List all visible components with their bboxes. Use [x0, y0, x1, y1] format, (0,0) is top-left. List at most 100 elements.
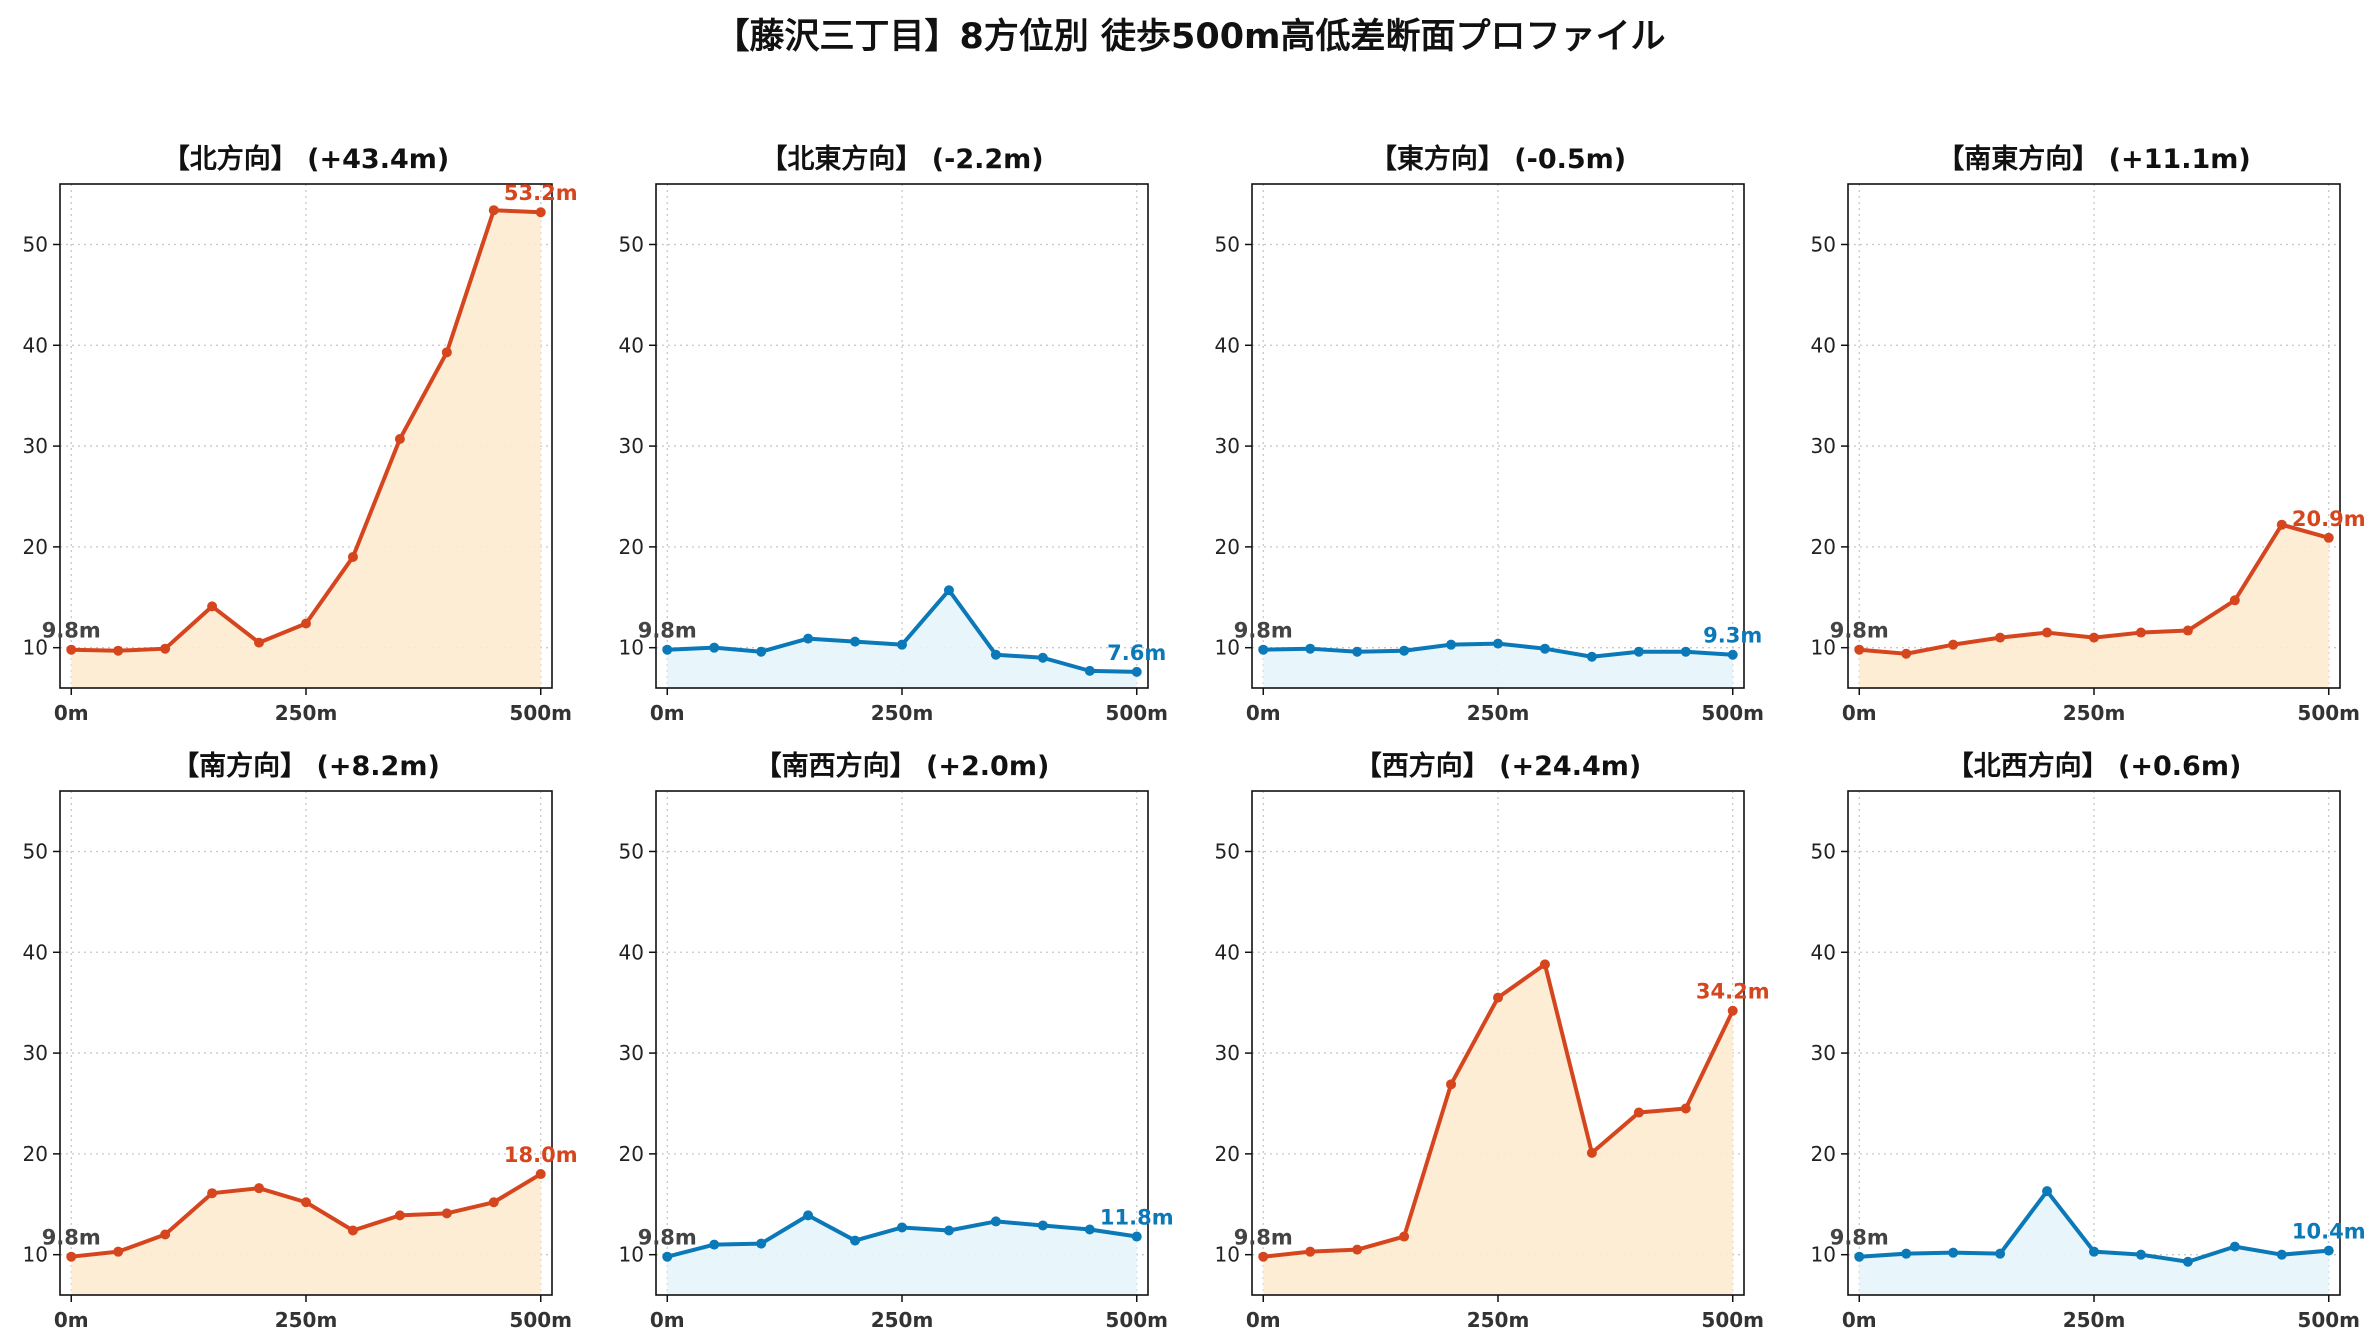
end-value-label: 53.2m	[504, 181, 578, 205]
data-point	[2089, 1246, 2099, 1257]
y-tick-label: 20	[23, 1142, 48, 1166]
data-point	[990, 649, 1001, 660]
data-point	[1586, 651, 1597, 662]
chart-title: 【西方向】 (+24.4m)	[1355, 750, 1641, 782]
x-tick-label: 250m	[2063, 1308, 2126, 1332]
y-tick-label: 30	[23, 1041, 48, 1065]
data-point	[2276, 1249, 2287, 1260]
y-tick-label: 40	[1215, 333, 1240, 357]
end-value-label: 34.2m	[1696, 980, 1770, 1004]
y-tick-label: 10	[619, 1243, 644, 1267]
data-point	[2135, 627, 2146, 638]
data-point	[1446, 1079, 1457, 1090]
y-tick-label: 30	[1215, 434, 1240, 458]
end-value-label: 18.0m	[504, 1143, 578, 1167]
data-point	[803, 633, 814, 644]
x-tick-label: 500m	[2297, 1308, 2360, 1332]
y-tick-label: 10	[619, 636, 644, 660]
start-value-label: 9.8m	[42, 1226, 101, 1250]
y-tick-label: 30	[1811, 434, 1836, 458]
end-value-label: 10.4m	[2292, 1220, 2366, 1244]
data-point	[2323, 1245, 2334, 1256]
x-tick-label: 0m	[1246, 701, 1281, 725]
x-tick-label: 500m	[509, 1308, 572, 1332]
data-point	[990, 1216, 1001, 1227]
x-tick-label: 250m	[1467, 701, 1530, 725]
data-point	[301, 618, 311, 629]
y-tick-label: 30	[619, 434, 644, 458]
data-point	[394, 1210, 405, 1221]
data-point	[2323, 532, 2334, 543]
y-tick-label: 40	[1811, 333, 1836, 357]
area-fill	[71, 1174, 541, 1295]
data-point	[897, 639, 907, 650]
data-point	[1727, 1005, 1738, 1016]
start-value-label: 9.8m	[638, 619, 697, 643]
y-tick-label: 40	[619, 940, 644, 964]
y-tick-label: 50	[23, 232, 48, 256]
data-point	[943, 1225, 954, 1236]
chart-title: 【南西方向】 (+2.0m)	[755, 750, 1050, 782]
data-point	[709, 1239, 720, 1250]
x-tick-label: 0m	[1246, 1308, 1281, 1332]
area-fill	[1263, 964, 1733, 1295]
data-point	[662, 1251, 673, 1262]
data-point	[1995, 632, 2006, 643]
data-point	[1633, 1107, 1644, 1118]
data-point	[850, 636, 861, 647]
end-value-label: 11.8m	[1100, 1206, 1174, 1230]
figure-title: 【藤沢三丁目】8方位別 徒歩500m高低差断面プロファイル	[714, 17, 1666, 57]
x-tick-label: 0m	[54, 1308, 89, 1332]
data-point	[1948, 639, 1959, 650]
start-value-label: 9.8m	[1234, 1226, 1293, 1250]
area-fill	[667, 1215, 1137, 1295]
x-tick-label: 0m	[1842, 701, 1877, 725]
y-tick-label: 30	[23, 434, 48, 458]
data-point	[207, 1188, 218, 1199]
data-point	[1680, 1103, 1691, 1114]
y-tick-label: 50	[1215, 232, 1240, 256]
y-tick-label: 10	[1811, 636, 1836, 660]
y-tick-label: 20	[1811, 1142, 1836, 1166]
x-tick-label: 0m	[650, 1308, 685, 1332]
x-tick-label: 500m	[1701, 701, 1764, 725]
data-point	[535, 1169, 546, 1180]
data-point	[1352, 1244, 1363, 1255]
start-value-label: 9.8m	[638, 1226, 697, 1250]
data-point	[441, 347, 452, 358]
data-point	[2135, 1249, 2146, 1260]
x-tick-label: 0m	[54, 701, 89, 725]
chart-title: 【東方向】 (-0.5m)	[1370, 143, 1626, 175]
chart-title: 【北西方向】 (+0.6m)	[1947, 750, 2242, 782]
data-point	[66, 1251, 77, 1262]
x-tick-label: 500m	[509, 701, 572, 725]
area-fill	[1859, 524, 2329, 688]
data-point	[1680, 646, 1691, 657]
data-point	[1948, 1247, 1959, 1258]
y-tick-label: 10	[23, 636, 48, 660]
x-tick-label: 250m	[275, 1308, 338, 1332]
chart-title: 【北方向】 (+43.4m)	[163, 143, 449, 175]
x-tick-label: 250m	[871, 701, 934, 725]
y-tick-label: 20	[619, 535, 644, 559]
y-tick-label: 30	[1215, 1041, 1240, 1065]
data-point	[2089, 632, 2099, 643]
y-tick-label: 10	[1811, 1243, 1836, 1267]
data-point	[803, 1210, 814, 1221]
data-point	[1305, 1246, 1316, 1257]
data-point	[850, 1235, 861, 1246]
data-point	[2182, 1256, 2193, 1267]
data-point	[2276, 519, 2287, 530]
data-point	[254, 637, 265, 648]
y-tick-label: 20	[619, 1142, 644, 1166]
data-point	[662, 644, 673, 655]
y-tick-label: 50	[619, 839, 644, 863]
data-point	[488, 205, 499, 216]
y-tick-label: 50	[1811, 839, 1836, 863]
data-point	[254, 1183, 265, 1194]
x-tick-label: 500m	[1105, 701, 1168, 725]
